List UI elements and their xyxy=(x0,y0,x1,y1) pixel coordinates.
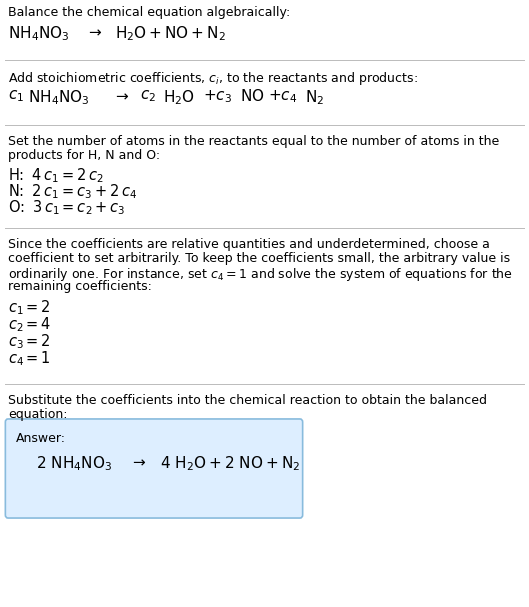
Text: $c_1$: $c_1$ xyxy=(8,88,24,104)
Text: $\mathrm{2\ NH_4NO_3}$: $\mathrm{2\ NH_4NO_3}$ xyxy=(36,454,112,473)
Text: N:$\;\;2\,c_1 = c_3 + 2\,c_4$: N:$\;\;2\,c_1 = c_3 + 2\,c_4$ xyxy=(8,182,137,201)
Text: $\rightarrow$: $\rightarrow$ xyxy=(130,454,147,469)
Text: H:$\;\;4\,c_1 = 2\,c_2$: H:$\;\;4\,c_1 = 2\,c_2$ xyxy=(8,166,104,185)
Text: $c_2$: $c_2$ xyxy=(140,88,156,104)
Text: $c_1 = 2$: $c_1 = 2$ xyxy=(8,298,51,317)
Text: $c_4 = 1$: $c_4 = 1$ xyxy=(8,349,51,368)
Text: O:$\;\;3\,c_1 = c_2 + c_3$: O:$\;\;3\,c_1 = c_2 + c_3$ xyxy=(8,198,125,217)
Text: equation:: equation: xyxy=(8,408,67,421)
Text: coefficient to set arbitrarily. To keep the coefficients small, the arbitrary va: coefficient to set arbitrarily. To keep … xyxy=(8,252,510,265)
Text: $\mathrm{4\ H_2O + 2\ NO + N_2}$: $\mathrm{4\ H_2O + 2\ NO + N_2}$ xyxy=(160,454,300,473)
Text: $\mathrm{H_2O + NO + N_2}$: $\mathrm{H_2O + NO + N_2}$ xyxy=(115,24,226,42)
Text: $c_2 = 4$: $c_2 = 4$ xyxy=(8,315,51,334)
Text: $\mathrm{N_2}$: $\mathrm{N_2}$ xyxy=(305,88,324,107)
Text: $\rightarrow$: $\rightarrow$ xyxy=(86,24,103,39)
Text: $c_3 = 2$: $c_3 = 2$ xyxy=(8,332,51,351)
Text: $\mathrm{NO}$: $\mathrm{NO}$ xyxy=(240,88,264,104)
Text: $+c_4$: $+c_4$ xyxy=(268,88,297,104)
Text: Set the number of atoms in the reactants equal to the number of atoms in the: Set the number of atoms in the reactants… xyxy=(8,135,499,148)
Text: Add stoichiometric coefficients, $c_i$, to the reactants and products:: Add stoichiometric coefficients, $c_i$, … xyxy=(8,70,418,87)
Text: products for H, N and O:: products for H, N and O: xyxy=(8,149,160,162)
Text: $\mathrm{NH_4NO_3}$: $\mathrm{NH_4NO_3}$ xyxy=(8,24,70,42)
FancyBboxPatch shape xyxy=(5,419,303,518)
Text: $\mathrm{H_2O}$: $\mathrm{H_2O}$ xyxy=(163,88,195,107)
Text: $\mathrm{NH_4NO_3}$: $\mathrm{NH_4NO_3}$ xyxy=(28,88,90,107)
Text: Since the coefficients are relative quantities and underdetermined, choose a: Since the coefficients are relative quan… xyxy=(8,238,490,251)
Text: Balance the chemical equation algebraically:: Balance the chemical equation algebraica… xyxy=(8,6,290,19)
Text: Answer:: Answer: xyxy=(16,432,66,445)
Text: Substitute the coefficients into the chemical reaction to obtain the balanced: Substitute the coefficients into the che… xyxy=(8,394,487,407)
Text: ordinarily one. For instance, set $c_4 = 1$ and solve the system of equations fo: ordinarily one. For instance, set $c_4 =… xyxy=(8,266,513,283)
Text: remaining coefficients:: remaining coefficients: xyxy=(8,280,152,293)
Text: $+c_3$: $+c_3$ xyxy=(203,88,232,104)
Text: $\rightarrow$: $\rightarrow$ xyxy=(113,88,130,103)
